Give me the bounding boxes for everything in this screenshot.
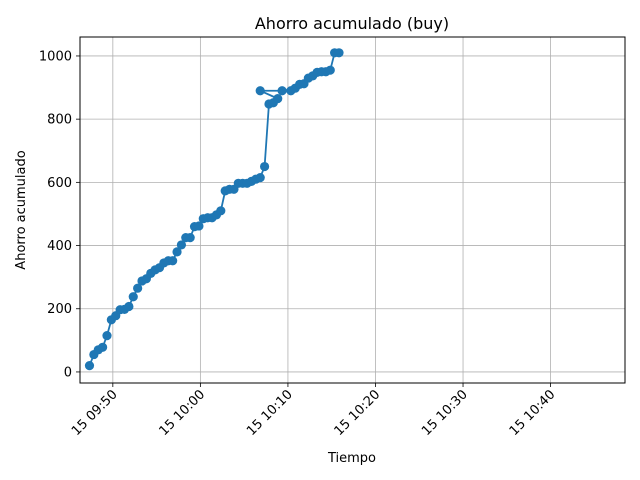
y-tick-label: 400 (47, 239, 72, 254)
data-point (277, 86, 287, 96)
y-tick-label: 600 (47, 176, 72, 191)
data-points (84, 48, 344, 371)
data-point (185, 233, 195, 243)
data-point (124, 301, 134, 312)
y-axis: 0 200 400 600 800 1000 (39, 49, 80, 380)
x-axis-label: Tiempo (327, 451, 376, 466)
chart-title: Ahorro acumulado (buy) (255, 14, 449, 33)
grid (80, 37, 625, 383)
data-point (102, 331, 112, 341)
y-tick-label: 1000 (39, 49, 72, 64)
data-point (334, 48, 344, 58)
plot-area-frame (79, 36, 626, 384)
y-axis-label: Ahorro acumulado (14, 150, 29, 269)
data-point (98, 342, 108, 352)
data-point (325, 65, 335, 75)
data-point (194, 221, 204, 231)
y-tick-label: 200 (47, 302, 72, 317)
y-tick-label: 800 (47, 113, 72, 128)
data-point (172, 247, 182, 257)
data-point (168, 256, 178, 266)
data-point (273, 94, 283, 104)
y-tick-label: 0 (64, 365, 72, 380)
data-point (259, 161, 270, 172)
data-point (176, 240, 187, 250)
data-point (84, 361, 95, 371)
data-point (133, 283, 143, 293)
data-point (255, 173, 265, 183)
data-point (255, 86, 265, 96)
data-point (216, 206, 226, 216)
data-point (128, 292, 138, 302)
